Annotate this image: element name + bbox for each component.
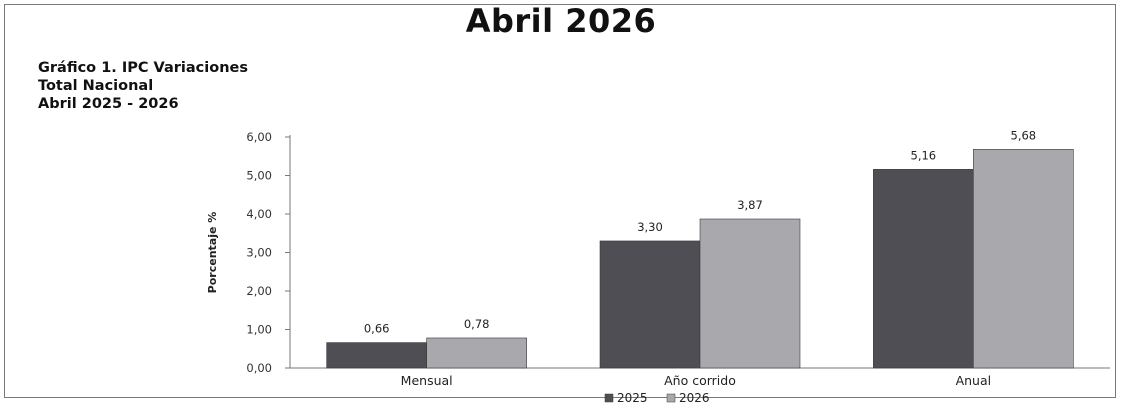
bar-2026-2 bbox=[973, 149, 1074, 369]
x-tick-label: Año corrido bbox=[664, 373, 736, 388]
data-label: 3,30 bbox=[637, 220, 663, 234]
bar-2026-0 bbox=[426, 337, 527, 369]
legend-swatch-2026 bbox=[666, 393, 676, 403]
y-axis-title: Porcentaje % bbox=[206, 212, 219, 294]
bar-2025-2 bbox=[873, 169, 974, 369]
y-tick-label: 6,00 bbox=[246, 130, 272, 144]
y-tick-label: 0,00 bbox=[246, 361, 272, 375]
page-heading: Abril 2026 bbox=[465, 2, 657, 40]
x-tick-label: Mensual bbox=[401, 373, 453, 388]
bar-2025-1 bbox=[599, 240, 701, 369]
data-label: 5,16 bbox=[911, 148, 937, 162]
data-label: 0,78 bbox=[464, 317, 490, 331]
data-label: 3,87 bbox=[737, 198, 763, 212]
y-tick-label: 5,00 bbox=[246, 169, 272, 183]
bar-2026-1 bbox=[699, 218, 801, 369]
y-tick-label: 4,00 bbox=[246, 207, 272, 221]
legend-label: 2026 bbox=[679, 391, 710, 405]
chart-title: Gráfico 1. IPC Variaciones bbox=[38, 60, 248, 76]
y-tick-label: 1,00 bbox=[246, 323, 272, 337]
data-label: 5,68 bbox=[1011, 128, 1037, 142]
y-tick-label: 3,00 bbox=[246, 246, 272, 260]
y-tick-label: 2,00 bbox=[246, 284, 272, 298]
chart-subtitle-period: Abril 2025 - 2026 bbox=[38, 96, 179, 112]
legend-swatch-2025 bbox=[604, 393, 614, 403]
legend-label: 2025 bbox=[617, 391, 648, 405]
chart-subtitle-region: Total Nacional bbox=[38, 78, 154, 94]
data-label: 0,66 bbox=[364, 322, 390, 336]
x-tick-label: Anual bbox=[956, 373, 992, 388]
bar-2025-0 bbox=[326, 342, 427, 369]
